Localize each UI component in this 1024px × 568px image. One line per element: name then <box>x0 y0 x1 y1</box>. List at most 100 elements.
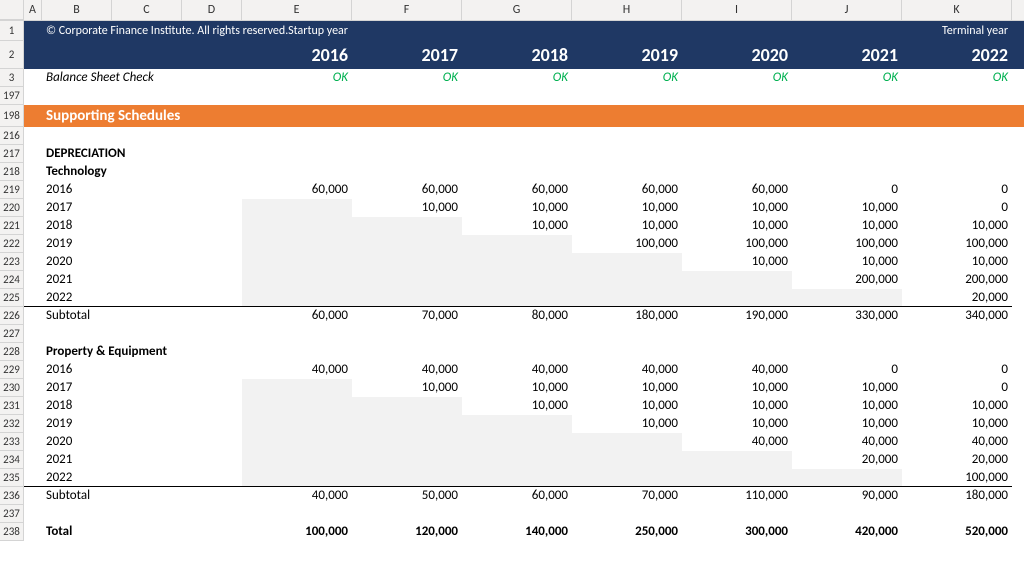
cell[interactable] <box>682 505 792 523</box>
row-header[interactable]: 223 <box>0 253 24 271</box>
cell[interactable] <box>792 87 902 105</box>
row-198[interactable]: 198 Supporting Schedules <box>0 105 1024 127</box>
ok-value[interactable]: OK <box>352 69 462 87</box>
ok-value[interactable]: OK <box>902 69 1012 87</box>
cell[interactable] <box>182 145 242 163</box>
cell-value[interactable] <box>682 289 792 307</box>
row-1[interactable]: 1 © Corporate Finance Institute. All rig… <box>0 21 1024 41</box>
cell[interactable] <box>182 397 242 415</box>
row-label[interactable]: 2021 <box>42 451 112 469</box>
cell-value[interactable] <box>572 469 682 487</box>
cell[interactable] <box>182 235 242 253</box>
cell[interactable] <box>352 127 462 145</box>
cell-value[interactable] <box>352 235 462 253</box>
cell-value[interactable] <box>242 415 352 433</box>
row-226[interactable]: 226 Subtotal 60,000 70,000 80,000 180,00… <box>0 307 1024 325</box>
row-label[interactable]: 2018 <box>42 217 112 235</box>
cell[interactable] <box>24 271 42 289</box>
cell[interactable] <box>682 145 792 163</box>
cell[interactable] <box>182 69 242 87</box>
cell-value[interactable]: 120,000 <box>352 523 462 541</box>
cell[interactable] <box>42 41 112 69</box>
cell-value[interactable]: 10,000 <box>792 199 902 217</box>
cell[interactable] <box>112 469 182 487</box>
cell-value[interactable]: 10,000 <box>682 217 792 235</box>
cell[interactable] <box>182 41 242 69</box>
cell-value[interactable]: 0 <box>792 361 902 379</box>
cell[interactable] <box>24 163 42 181</box>
cell-value[interactable] <box>352 289 462 307</box>
cell-value[interactable]: 100,000 <box>242 523 352 541</box>
row-label[interactable]: 2019 <box>42 235 112 253</box>
cell-value[interactable] <box>462 469 572 487</box>
row-224[interactable]: 224 2021 200,000 200,000 <box>0 271 1024 289</box>
row-220[interactable]: 220 2017 10,000 10,000 10,000 10,000 10,… <box>0 199 1024 217</box>
cell[interactable] <box>182 307 242 325</box>
cell[interactable] <box>24 451 42 469</box>
cell-value[interactable] <box>462 451 572 469</box>
row-229[interactable]: 229 2016 40,000 40,000 40,000 40,000 40,… <box>0 361 1024 379</box>
cell-value[interactable]: 20,000 <box>792 451 902 469</box>
cell-value[interactable] <box>462 289 572 307</box>
row-header[interactable]: 219 <box>0 181 24 199</box>
cell-value[interactable]: 10,000 <box>572 415 682 433</box>
row-label[interactable]: 2019 <box>42 415 112 433</box>
cell[interactable] <box>112 87 182 105</box>
row-label[interactable]: 2021 <box>42 271 112 289</box>
row-label[interactable]: 2017 <box>42 199 112 217</box>
cell[interactable] <box>352 505 462 523</box>
balance-sheet-check-label[interactable]: Balance Sheet Check <box>42 69 112 87</box>
cell[interactable] <box>572 325 682 343</box>
subtotal-label[interactable]: Subtotal <box>42 487 112 505</box>
cell[interactable] <box>24 181 42 199</box>
cell-value[interactable] <box>572 451 682 469</box>
cell-value[interactable] <box>242 433 352 451</box>
cell-value[interactable] <box>572 271 682 289</box>
year-2017[interactable]: 2017 <box>352 41 462 69</box>
cell[interactable] <box>24 87 42 105</box>
year-2018[interactable]: 2018 <box>462 41 572 69</box>
cell[interactable] <box>112 415 182 433</box>
cell-value[interactable]: 60,000 <box>242 181 352 199</box>
row-header[interactable]: 238 <box>0 523 24 541</box>
row-219[interactable]: 219 2016 60,000 60,000 60,000 60,000 60,… <box>0 181 1024 199</box>
cell[interactable] <box>352 343 462 361</box>
cell-value[interactable]: 520,000 <box>902 523 1012 541</box>
cell-value[interactable]: 10,000 <box>792 217 902 235</box>
row-235[interactable]: 235 2022 100,000 <box>0 469 1024 487</box>
row-222[interactable]: 222 2019 100,000 100,000 100,000 100,000 <box>0 235 1024 253</box>
cell-value[interactable] <box>682 271 792 289</box>
cell[interactable] <box>112 271 182 289</box>
cell-value[interactable]: 110,000 <box>682 487 792 505</box>
row-label[interactable]: 2016 <box>42 361 112 379</box>
row-header-198[interactable]: 198 <box>0 105 24 127</box>
cell[interactable] <box>352 163 462 181</box>
cell[interactable] <box>902 105 1012 127</box>
cell[interactable] <box>682 105 792 127</box>
row-230[interactable]: 230 2017 10,000 10,000 10,000 10,000 10,… <box>0 379 1024 397</box>
cell-value[interactable]: 10,000 <box>682 199 792 217</box>
cell-value[interactable]: 140,000 <box>462 523 572 541</box>
cell-value[interactable]: 100,000 <box>572 235 682 253</box>
cell[interactable] <box>112 487 182 505</box>
cell[interactable] <box>24 145 42 163</box>
cell[interactable] <box>682 343 792 361</box>
cell[interactable] <box>182 505 242 523</box>
cell[interactable] <box>902 127 1012 145</box>
cell-value[interactable] <box>352 253 462 271</box>
cell[interactable] <box>182 105 242 127</box>
col-header-D[interactable]: D <box>182 0 242 20</box>
cell[interactable] <box>182 469 242 487</box>
ok-value[interactable]: OK <box>462 69 572 87</box>
row-label[interactable]: 2018 <box>42 397 112 415</box>
cell-value[interactable] <box>242 235 352 253</box>
row-header[interactable]: 224 <box>0 271 24 289</box>
cell[interactable] <box>792 127 902 145</box>
cell[interactable] <box>182 451 242 469</box>
row-3[interactable]: 3 Balance Sheet Check OK OK OK OK OK OK … <box>0 69 1024 87</box>
row-label[interactable]: 2022 <box>42 469 112 487</box>
cell-value[interactable]: 420,000 <box>792 523 902 541</box>
cell-value[interactable]: 20,000 <box>902 289 1012 307</box>
cell[interactable] <box>792 505 902 523</box>
cell-value[interactable] <box>352 469 462 487</box>
